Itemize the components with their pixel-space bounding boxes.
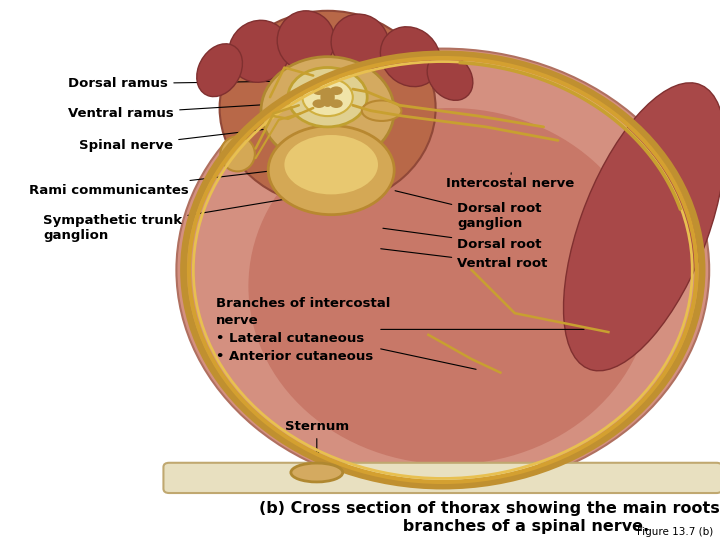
Ellipse shape — [268, 125, 395, 214]
Text: Spinal nerve: Spinal nerve — [79, 126, 296, 152]
Ellipse shape — [331, 14, 389, 72]
Ellipse shape — [176, 49, 709, 491]
Ellipse shape — [564, 83, 720, 371]
Ellipse shape — [220, 136, 255, 172]
Ellipse shape — [320, 87, 335, 107]
Text: Figure 13.7 (b): Figure 13.7 (b) — [636, 527, 713, 537]
Text: Branches of intercostal
nerve
• Lateral cutaneous
• Anterior cutaneous: Branches of intercostal nerve • Lateral … — [216, 297, 390, 362]
Text: Dorsal ramus: Dorsal ramus — [68, 77, 296, 90]
Ellipse shape — [427, 53, 473, 100]
Text: Intercostal nerve: Intercostal nerve — [446, 173, 575, 190]
Ellipse shape — [284, 135, 378, 194]
Text: Ventral ramus: Ventral ramus — [68, 103, 296, 120]
Text: Sympathetic trunk
ganglion: Sympathetic trunk ganglion — [43, 199, 285, 242]
Ellipse shape — [330, 99, 343, 108]
Ellipse shape — [277, 11, 335, 70]
Ellipse shape — [220, 11, 436, 205]
Text: (b) Cross section of thorax showing the main roots and
      branches of a spina: (b) Cross section of thorax showing the … — [259, 501, 720, 534]
FancyBboxPatch shape — [163, 463, 720, 493]
Ellipse shape — [261, 57, 394, 165]
Ellipse shape — [330, 86, 343, 95]
Ellipse shape — [248, 108, 652, 464]
Circle shape — [288, 68, 367, 127]
Text: Dorsal root
ganglion: Dorsal root ganglion — [395, 191, 541, 230]
Ellipse shape — [380, 27, 441, 86]
Ellipse shape — [312, 99, 325, 108]
Text: Ventral root: Ventral root — [381, 249, 548, 270]
Circle shape — [302, 78, 353, 116]
Ellipse shape — [228, 21, 290, 82]
Ellipse shape — [291, 463, 343, 482]
Ellipse shape — [361, 100, 402, 121]
Text: Sternum: Sternum — [284, 420, 349, 456]
Ellipse shape — [312, 86, 325, 95]
Text: Dorsal root: Dorsal root — [383, 228, 541, 251]
Text: Rami communicantes: Rami communicantes — [29, 169, 289, 197]
Ellipse shape — [197, 44, 243, 97]
